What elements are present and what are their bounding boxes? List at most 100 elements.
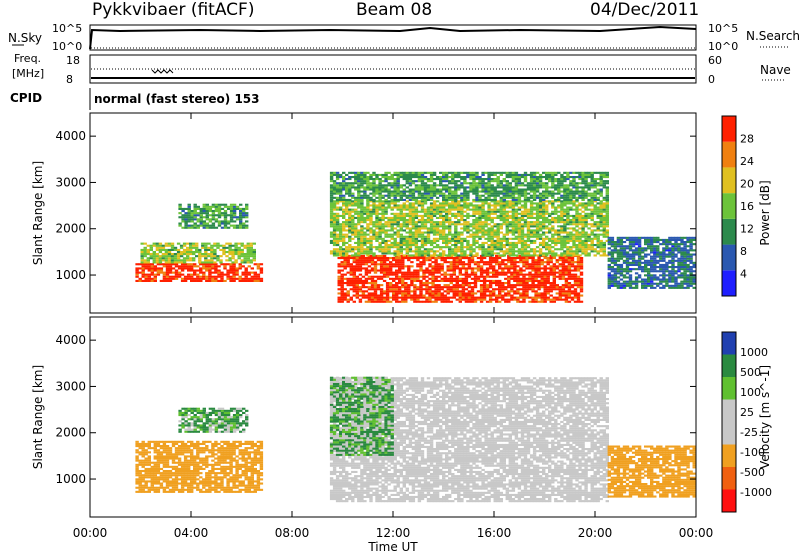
range-gate-cell: [564, 296, 569, 299]
range-gate-cell: [493, 223, 497, 226]
range-gate-cell: [479, 288, 484, 291]
range-gate-cell: [445, 176, 449, 179]
range-gate-cell: [449, 275, 453, 278]
range-gate-cell: [193, 218, 197, 221]
range-gate-cell: [551, 180, 555, 183]
range-gate-cell: [490, 184, 494, 187]
range-gate-cell: [437, 286, 441, 289]
range-gate-cell: [487, 214, 491, 217]
range-gate-cell: [564, 286, 569, 289]
range-gate-cell: [487, 180, 491, 183]
range-gate-cell: [526, 200, 531, 203]
range-gate-cell: [501, 296, 505, 299]
range-gate-cell: [369, 221, 373, 224]
range-gate-cell: [481, 212, 485, 215]
range-gate-cell: [566, 254, 570, 257]
range-gate-cell: [202, 277, 206, 280]
range-gate-cell: [439, 184, 443, 187]
range-gate-cell: [529, 221, 534, 224]
range-gate-cell: [576, 298, 581, 301]
range-gate-cell: [466, 223, 470, 226]
range-gate-cell: [378, 233, 382, 236]
range-gate-cell: [366, 194, 370, 197]
range-gate-cell: [378, 229, 382, 232]
range-gate-cell: [378, 192, 382, 195]
range-gate-cell: [575, 231, 579, 234]
range-gate-cell: [472, 210, 476, 213]
range-gate-cell: [508, 186, 512, 189]
range-gate-cell: [170, 248, 175, 251]
range-gate-cell: [581, 216, 585, 219]
range-gate-cell: [528, 267, 532, 270]
range-gate-cell: [439, 190, 443, 193]
cpid-label: CPID: [10, 91, 42, 105]
range-gate-cell: [534, 277, 538, 280]
range-gate-cell: [256, 263, 261, 266]
range-gate-cell: [413, 284, 417, 287]
range-gate-cell: [466, 244, 470, 247]
range-gate-cell: [367, 261, 372, 264]
range-gate-cell: [511, 229, 516, 232]
range-gate-cell: [435, 192, 440, 195]
range-gate-cell: [181, 210, 185, 213]
range-gate-cell: [584, 231, 588, 234]
range-gate-cell: [563, 221, 567, 224]
range-gate-cell: [555, 275, 559, 278]
range-gate-cell: [187, 269, 191, 272]
range-gate-cell: [419, 296, 423, 299]
range-gate-cell: [563, 250, 567, 253]
range-gate-cell: [168, 277, 173, 280]
range-gate-cell: [366, 208, 370, 211]
range-gate-cell: [329, 180, 334, 183]
range-gate-cell: [355, 290, 359, 293]
range-gate-cell: [379, 300, 384, 303]
range-gate-cell: [138, 277, 142, 280]
range-gate-cell: [475, 188, 479, 191]
range-gate-cell: [510, 259, 514, 262]
range-gate-cell: [419, 288, 423, 291]
range-gate-cell: [417, 210, 422, 213]
range-gate-cell: [578, 212, 582, 215]
range-gate-cell: [514, 200, 519, 203]
range-gate-cell: [516, 265, 520, 268]
range-gate-cell: [259, 267, 264, 270]
range-gate-cell: [178, 224, 182, 227]
range-gate-cell: [445, 244, 449, 247]
range-gate-cell: [387, 204, 391, 207]
range-gate-cell: [360, 194, 364, 197]
range-gate-cell: [346, 259, 350, 262]
range-gate-cell: [478, 200, 482, 203]
range-gate-cell: [475, 178, 479, 181]
range-gate-cell: [484, 192, 488, 195]
range-gate-cell: [170, 257, 175, 260]
range-gate-cell: [545, 212, 549, 215]
range-gate-cell: [348, 219, 352, 222]
range-gate-cell: [432, 231, 437, 234]
range-gate-cell: [208, 269, 212, 272]
range-gate-cell: [343, 288, 347, 291]
range-gate-cell: [455, 284, 459, 287]
range-gate-cell: [387, 206, 391, 209]
range-gate-cell: [432, 206, 437, 209]
range-gate-cell: [516, 257, 520, 260]
range-gate-cell: [378, 225, 382, 228]
range-gate-cell: [452, 296, 456, 299]
range-gate-cell: [460, 231, 464, 234]
range-gate-cell: [513, 277, 517, 280]
range-gate-cell: [531, 267, 535, 270]
range-gate-cell: [537, 271, 541, 274]
range-gate-cell: [542, 254, 546, 257]
range-gate-cell: [529, 239, 534, 242]
range-gate-cell: [202, 273, 206, 276]
range-gate-cell: [464, 284, 469, 287]
range-gate-cell: [535, 216, 540, 219]
range-gate-cell: [519, 284, 523, 287]
range-gate-cell: [384, 250, 388, 253]
range-gate-cell: [481, 204, 485, 207]
range-gate-cell: [560, 210, 564, 213]
range-gate-cell: [414, 208, 419, 211]
range-gate-cell: [466, 235, 470, 238]
range-gate-cell: [484, 210, 488, 213]
range-gate-cell: [253, 275, 257, 278]
range-gate-cell: [149, 253, 153, 256]
